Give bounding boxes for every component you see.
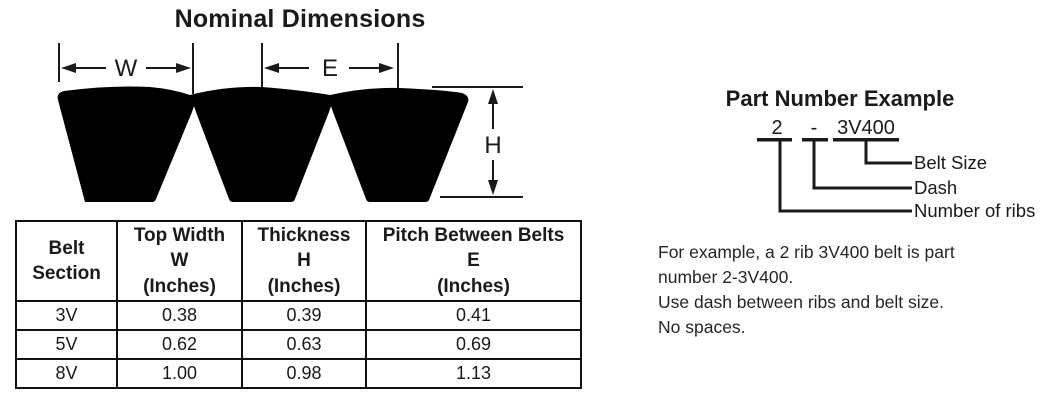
part-number-ribs-value: 2 xyxy=(771,117,782,139)
callout-connector-lines xyxy=(778,141,912,213)
part-number-callout-diagram: 2 - 3V400 Belt Size Dash Number of ribs xyxy=(757,117,1035,221)
pitch-dimension-arrow xyxy=(264,63,394,73)
notes-line: Use dash between ribs and belt size. xyxy=(658,292,944,312)
e-dimension-label: E xyxy=(322,55,338,82)
belt-cross-section-diagram: W E H xyxy=(57,43,523,202)
notes-line: No spaces. xyxy=(658,317,746,337)
cell-pitch: 0.69 xyxy=(365,329,582,360)
cell-thickness: 0.98 xyxy=(241,358,367,389)
belt-dimension-table: Belt Section Top Width W (Inches) Thickn… xyxy=(15,220,582,389)
col-header-top-width: Top Width W (Inches) xyxy=(116,220,243,302)
belt-silhouette xyxy=(57,86,469,202)
callout-label-number-of-ribs: Number of ribs xyxy=(914,200,1035,221)
w-dimension-label: W xyxy=(115,55,138,82)
part-number-belt-size-value: 3V400 xyxy=(837,117,895,139)
height-dimension-arrow xyxy=(432,86,523,198)
cell-top-width: 1.00 xyxy=(116,358,243,389)
h-dimension-label: H xyxy=(484,132,501,159)
table-header-row: Belt Section Top Width W (Inches) Thickn… xyxy=(15,220,582,302)
part-number-notes: For example, a 2 rib 3V400 belt is part … xyxy=(658,240,1058,340)
table-row: 8V 1.00 0.98 1.13 xyxy=(15,358,582,389)
width-dimension-arrow xyxy=(61,63,191,73)
nominal-dimensions-title: Nominal Dimensions xyxy=(174,5,426,33)
callout-label-belt-size: Belt Size xyxy=(914,152,987,173)
cell-thickness: 0.63 xyxy=(241,329,367,360)
callout-label-dash: Dash xyxy=(914,177,957,198)
part-number-dash-value: - xyxy=(811,117,818,139)
dimension-ticks xyxy=(58,43,399,94)
col-header-thickness: Thickness H (Inches) xyxy=(241,220,367,302)
cell-top-width: 0.38 xyxy=(116,300,243,331)
cell-top-width: 0.62 xyxy=(116,329,243,360)
table-row: 3V 0.38 0.39 0.41 xyxy=(15,300,582,331)
table-row: 5V 0.62 0.63 0.69 xyxy=(15,329,582,360)
cell-thickness: 0.39 xyxy=(241,300,367,331)
part-number-example-title: Part Number Example xyxy=(725,86,955,111)
cell-section: 8V xyxy=(15,358,118,389)
col-header-belt-section: Belt Section xyxy=(15,220,118,302)
cell-pitch: 0.41 xyxy=(365,300,582,331)
part-number-underlines xyxy=(757,138,899,142)
cell-pitch: 1.13 xyxy=(365,358,582,389)
col-header-pitch: Pitch Between Belts E (Inches) xyxy=(365,220,582,302)
notes-line: For example, a 2 rib 3V400 belt is part xyxy=(658,242,955,262)
notes-line: number 2-3V400. xyxy=(658,267,794,287)
cell-section: 5V xyxy=(15,329,118,360)
cell-section: 3V xyxy=(15,300,118,331)
